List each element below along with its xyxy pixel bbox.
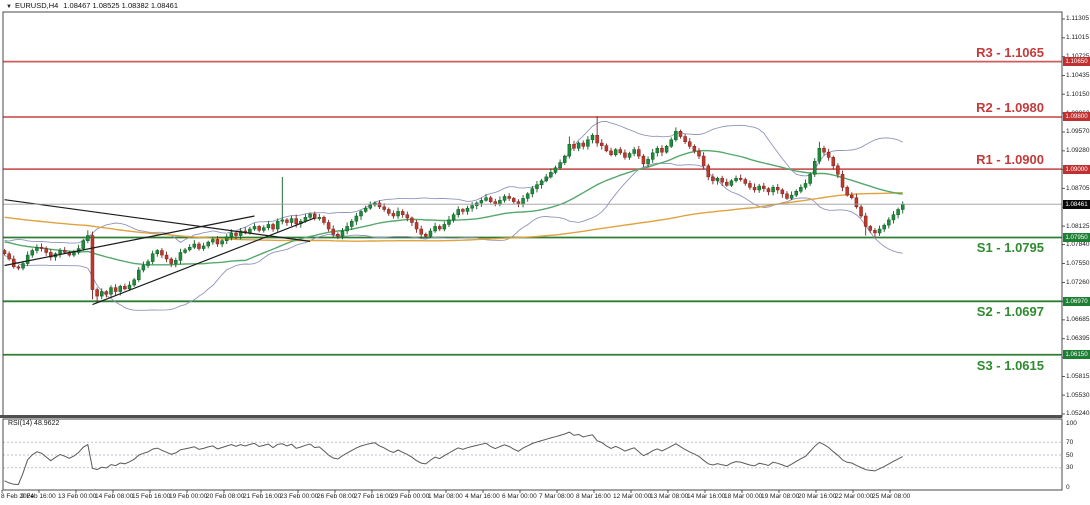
ohlc-readout: 1.08467 1.08525 1.08382 1.08461 (63, 1, 178, 10)
time-tick-label: 12 Mar 00:00 (613, 493, 651, 500)
price-level-badge: 1.08461 (1063, 200, 1090, 209)
price-tick-label: 1.11305 (1066, 15, 1089, 22)
price-tick-label: 1.09570 (1066, 128, 1090, 135)
price-tick-label: 1.05815 (1066, 373, 1090, 380)
price-level-badge: 1.09000 (1063, 165, 1090, 174)
time-tick-label: 23 Feb 00:00 (280, 493, 318, 500)
time-tick-label: 19 Mar 08:00 (761, 493, 799, 500)
price-tick-label: 1.07840 (1066, 241, 1090, 248)
time-tick-label: 19 Feb 00:00 (169, 493, 207, 500)
time-tick-label: 25 Mar 08:00 (872, 493, 910, 500)
time-tick-label: 20 Feb 08:00 (206, 493, 244, 500)
price-tick-label: 1.06395 (1066, 335, 1090, 342)
price-level-badge: 1.06150 (1063, 350, 1090, 359)
rsi-tick-label: 30 (1066, 464, 1073, 471)
time-tick-label: 6 Mar 00:00 (502, 493, 537, 500)
time-tick-label: 13 Feb 00:00 (58, 493, 96, 500)
time-tick-label: 15 Feb 16:00 (132, 493, 170, 500)
rsi-tick-label: 0 (1066, 484, 1070, 491)
support-label-s1: S1 - 1.0795 (977, 240, 1044, 255)
time-tick-label: 22 Mar 00:00 (835, 493, 873, 500)
time-tick-label: 20 Mar 16:00 (798, 493, 836, 500)
price-tick-label: 1.06685 (1066, 316, 1090, 323)
time-tick-label: 1 Mar 08:00 (428, 493, 463, 500)
price-tick-label: 1.07260 (1066, 279, 1090, 286)
time-tick-label: 8 Mar 16:00 (576, 493, 611, 500)
resistance-label-r3: R3 - 1.1065 (976, 45, 1044, 60)
resistance-label-r1: R1 - 1.0900 (976, 152, 1044, 167)
resistance-label-r2: R2 - 1.0980 (976, 100, 1044, 115)
price-tick-label: 1.07550 (1066, 260, 1090, 267)
rsi-tick-label: 100 (1066, 420, 1077, 427)
candles-layer (3, 116, 904, 302)
price-level-badge: 1.09800 (1063, 112, 1090, 121)
price-tick-label: 1.11015 (1066, 34, 1089, 41)
price-tick-label: 1.05530 (1066, 392, 1090, 399)
rsi-tick-label: 70 (1066, 439, 1073, 446)
time-tick-label: 4 Mar 16:00 (465, 493, 500, 500)
time-tick-label: 14 Feb 08:00 (95, 493, 133, 500)
support-label-s3: S3 - 1.0615 (977, 358, 1044, 373)
price-tick-label: 1.08705 (1066, 185, 1090, 192)
symbol-timeframe-label: EURUSD,H4 (15, 1, 58, 10)
time-tick-label: 13 Mar 08:00 (650, 493, 688, 500)
rsi-indicator-label: RSI(14) 48.9622 (8, 420, 59, 427)
price-tick-label: 1.09280 (1066, 147, 1090, 154)
time-tick-label: 14 Mar 16:00 (687, 493, 725, 500)
price-tick-label: 1.10150 (1066, 91, 1090, 98)
price-tick-label: 1.08125 (1066, 223, 1090, 230)
time-tick-label: 21 Feb 16:00 (243, 493, 281, 500)
time-tick-label: 26 Feb 08:00 (317, 493, 355, 500)
time-tick-label: 29 Feb 00:00 (391, 493, 429, 500)
price-tick-label: 1.10435 (1066, 72, 1090, 79)
time-tick-label: 9 Feb 16:00 (21, 493, 56, 500)
price-level-badge: 1.06970 (1063, 297, 1090, 306)
time-tick-label: 7 Mar 08:00 (539, 493, 574, 500)
time-tick-label: 18 Mar 00:00 (724, 493, 762, 500)
price-level-badge: 1.10650 (1063, 57, 1090, 66)
rsi-pane (3, 432, 1062, 484)
pane-separator[interactable] (0, 415, 1062, 418)
symbol-dropdown-icon[interactable]: ▼ (6, 4, 12, 10)
rsi-tick-label: 50 (1066, 452, 1073, 459)
chart-title: ▼EURUSD,H4 1.08467 1.08525 1.08382 1.0846… (6, 1, 178, 10)
price-level-badge: 1.07950 (1063, 233, 1090, 242)
price-tick-label: 1.05240 (1066, 410, 1090, 417)
support-label-s2: S2 - 1.0697 (977, 304, 1044, 319)
mt4-chart-window: ▼EURUSD,H4 1.08467 1.08525 1.08382 1.0846… (0, 0, 1090, 505)
chart-canvas[interactable] (0, 0, 1090, 505)
time-tick-label: 27 Feb 16:00 (354, 493, 392, 500)
